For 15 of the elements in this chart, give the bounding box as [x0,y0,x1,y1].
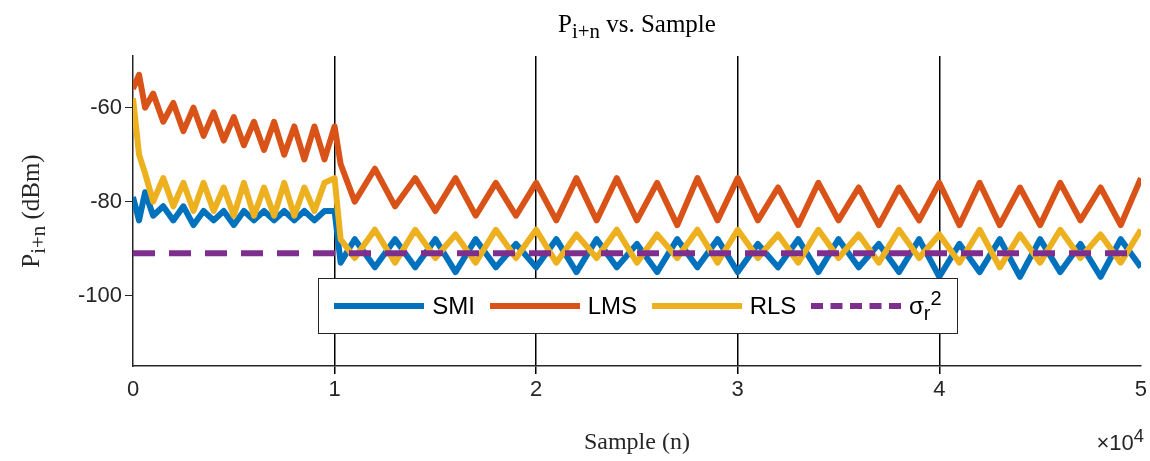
x-tick-label: 2 [530,376,543,402]
chart-title: P$_{i+n}$ vs. Sample [557,10,717,44]
legend-label: LMS [587,292,638,320]
y-tick-label: -60 [90,93,122,119]
legend-label: RLS [749,292,797,320]
x-tick-label: 5 [1134,376,1148,402]
legend-label: SMI [432,292,475,320]
x-tick-label: 4 [933,376,946,402]
y-tick-label: -100 [77,281,122,307]
x-tick-label: 3 [731,376,744,402]
x-axis-title: Sample (n) [583,427,690,454]
x-tick-label: 1 [328,376,341,402]
text: ×10$^{4}$ [1096,425,1144,457]
y-tick-label: -80 [90,187,122,213]
x-tick-label: 0 [126,376,140,402]
